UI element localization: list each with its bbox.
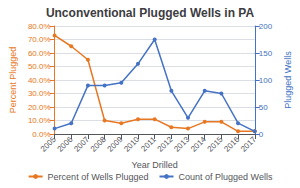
svg-text:80.0%: 80.0% <box>28 22 51 31</box>
svg-text:2010: 2010 <box>122 134 141 153</box>
svg-text:2012: 2012 <box>156 134 175 153</box>
svg-text:2007: 2007 <box>72 134 91 153</box>
svg-text:0: 0 <box>259 130 264 139</box>
svg-text:Count of Plugged Wells: Count of Plugged Wells <box>179 172 273 182</box>
svg-text:50: 50 <box>259 103 268 112</box>
svg-text:Unconventional Plugged Wells i: Unconventional Plugged Wells in PA <box>46 6 255 20</box>
svg-text:2014: 2014 <box>189 134 208 153</box>
svg-text:10.0%: 10.0% <box>28 116 51 125</box>
svg-text:30.0%: 30.0% <box>28 89 51 98</box>
svg-text:Plugged Wells: Plugged Wells <box>283 51 293 109</box>
svg-text:40.0%: 40.0% <box>28 76 51 85</box>
svg-text:2009: 2009 <box>106 134 125 153</box>
svg-text:Percent of Wells Plugged: Percent of Wells Plugged <box>48 172 149 182</box>
svg-text:2016: 2016 <box>222 134 241 153</box>
svg-text:2013: 2013 <box>172 134 191 153</box>
svg-text:0.0%: 0.0% <box>32 129 51 139</box>
svg-text:2008: 2008 <box>89 134 108 153</box>
svg-text:2006: 2006 <box>56 134 75 153</box>
svg-text:200: 200 <box>259 22 273 31</box>
svg-text:Year Drilled: Year Drilled <box>132 160 178 170</box>
svg-text:2017: 2017 <box>239 134 258 153</box>
svg-text:150: 150 <box>259 49 273 58</box>
svg-text:2015: 2015 <box>206 134 225 153</box>
svg-text:100: 100 <box>259 76 273 85</box>
svg-text:60.0%: 60.0% <box>28 49 51 58</box>
svg-text:50.0%: 50.0% <box>28 62 51 71</box>
svg-text:2005: 2005 <box>39 134 58 153</box>
svg-text:20.0%: 20.0% <box>28 103 51 112</box>
svg-text:70.0%: 70.0% <box>28 35 51 44</box>
svg-text:2011: 2011 <box>139 134 158 153</box>
svg-text:Percent Plugged: Percent Plugged <box>8 47 18 114</box>
